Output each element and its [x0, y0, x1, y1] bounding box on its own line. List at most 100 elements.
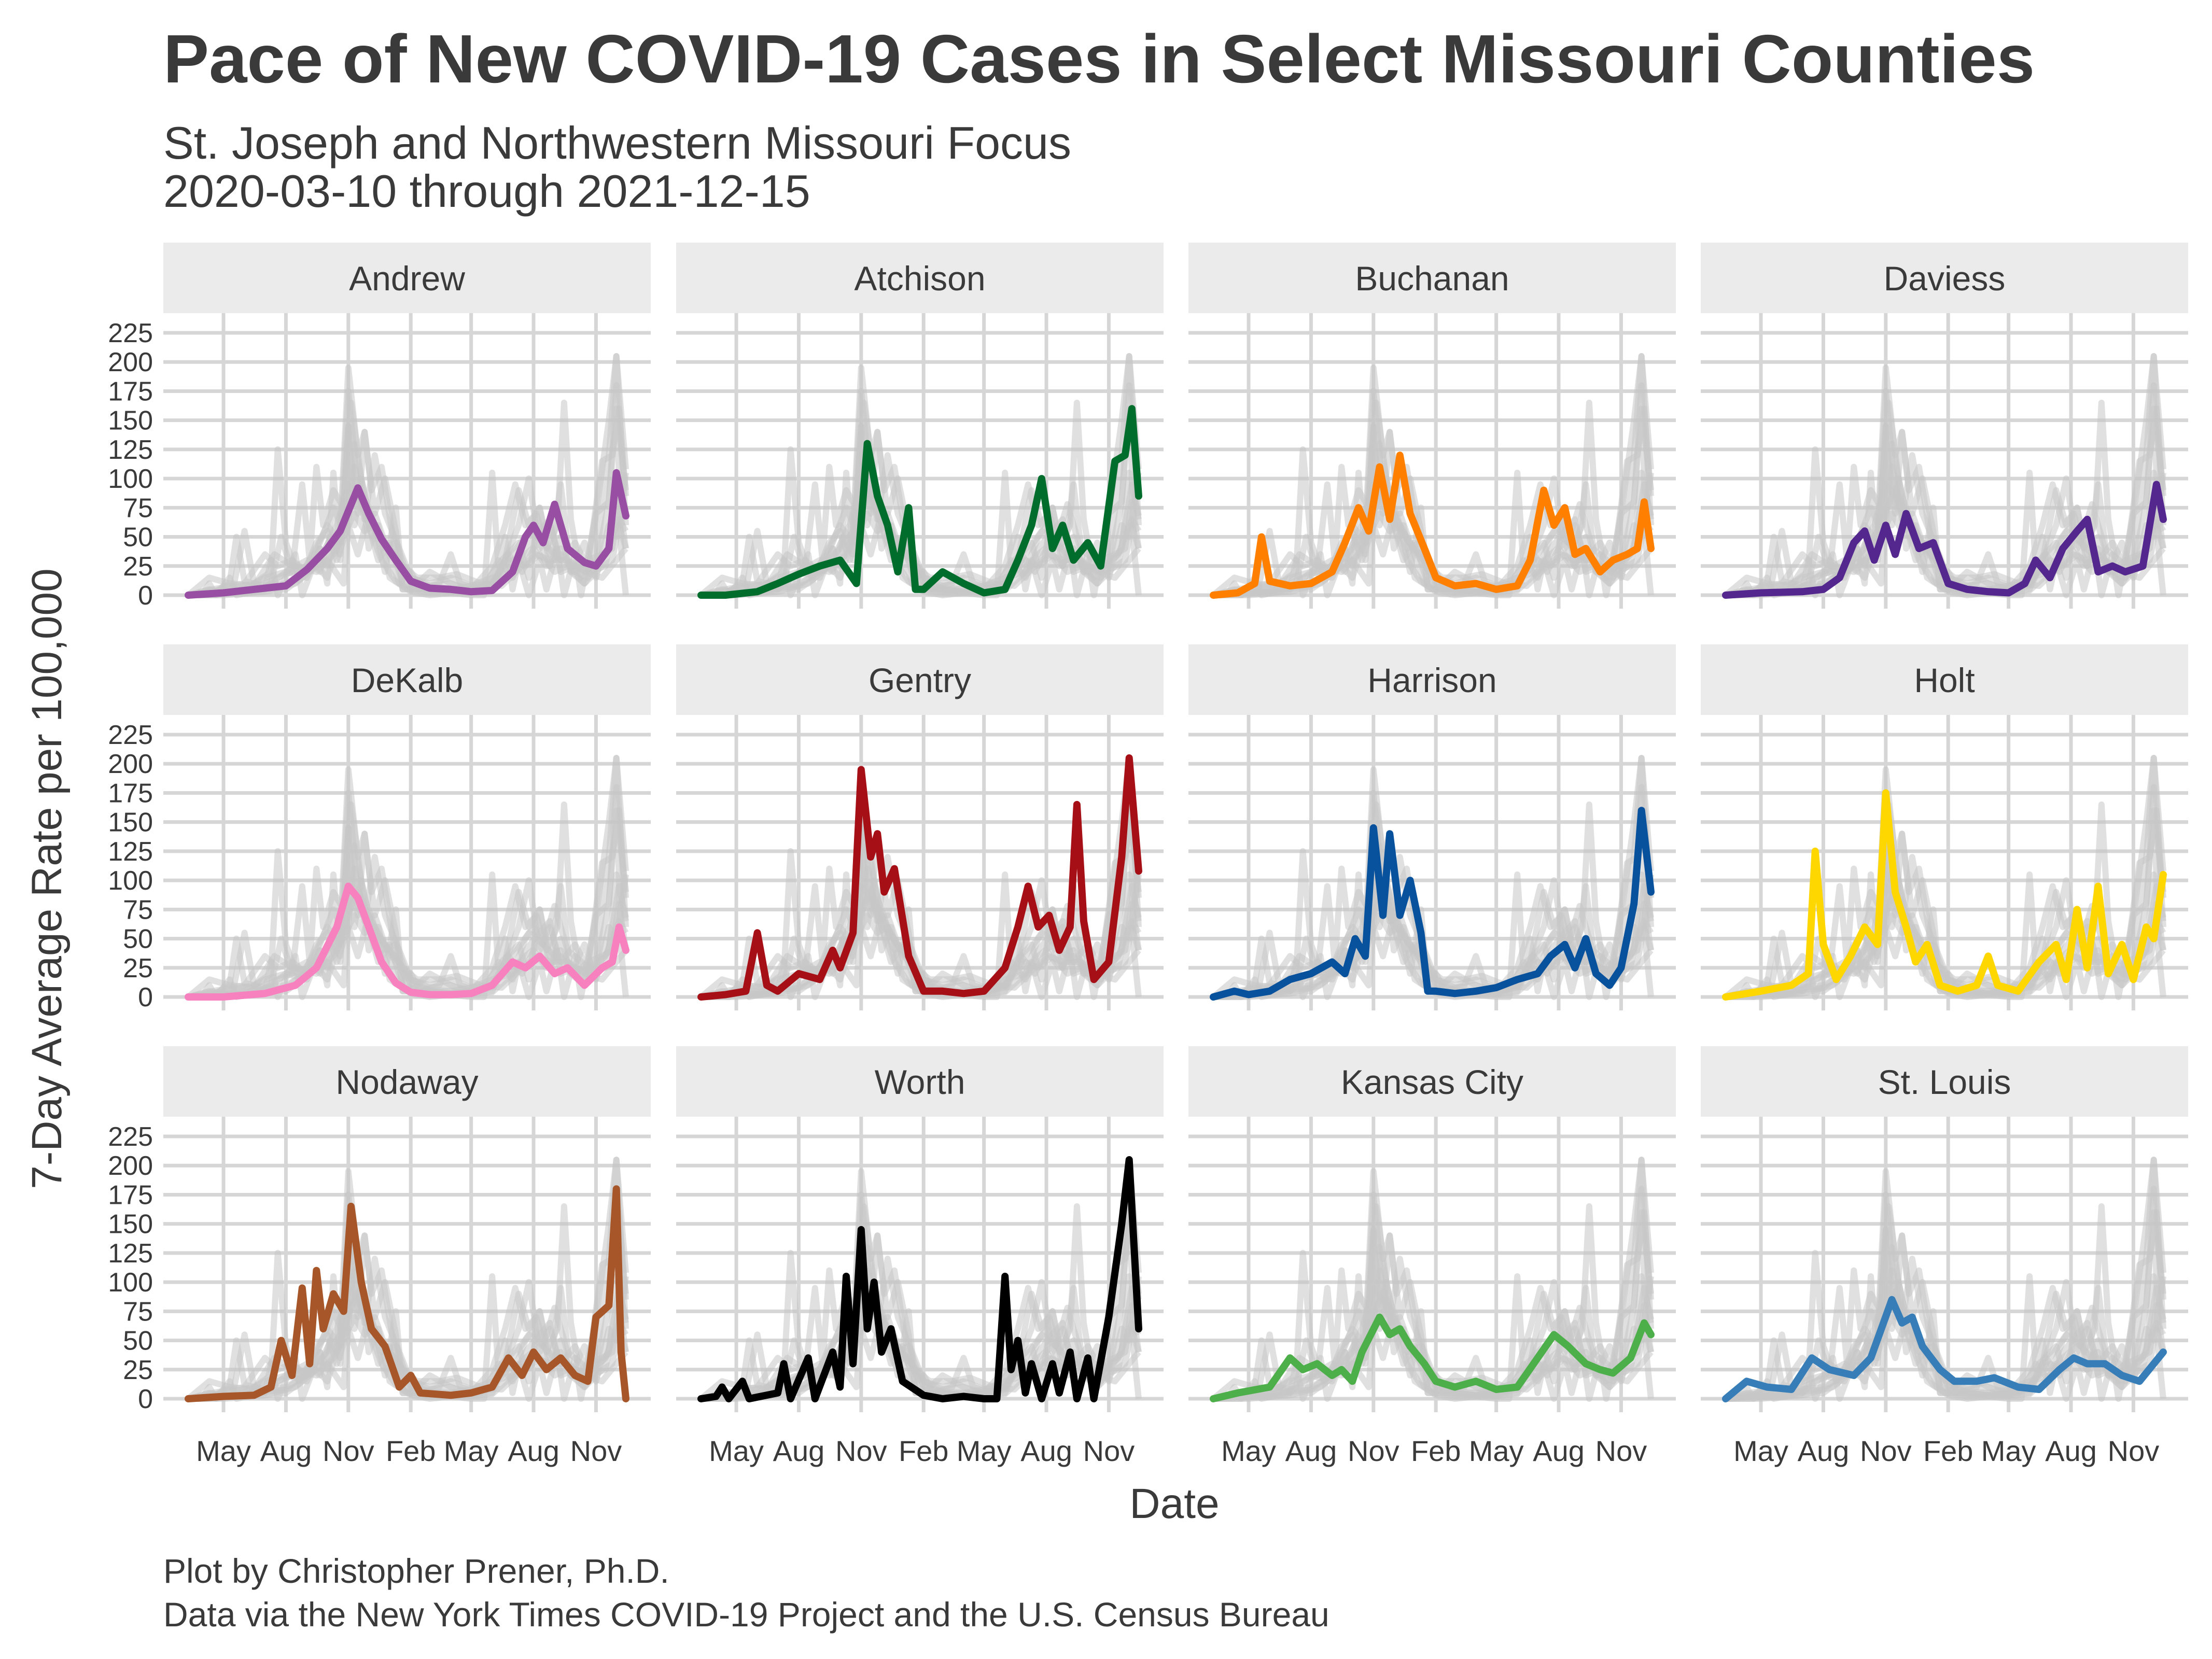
facet-strip-label: Andrew [349, 259, 465, 298]
y-tick-label: 225 [108, 1122, 153, 1152]
background-series-line [186, 493, 628, 598]
x-tick-label: Nov [323, 1435, 374, 1467]
y-tick-label: 150 [108, 406, 153, 436]
y-tick-label: 125 [108, 435, 153, 465]
y-axis-label: 7-Day Average Rate per 100,000 [23, 568, 71, 1189]
x-tick-label: May [957, 1435, 1012, 1467]
background-series-line [1725, 1186, 2166, 1402]
facet-strip [163, 243, 651, 313]
y-tick-label: 25 [123, 953, 153, 983]
y-tick-label: 75 [123, 895, 153, 925]
x-tick-label: Feb [386, 1435, 436, 1467]
x-tick-label: Aug [773, 1435, 825, 1467]
x-tick-label: May [709, 1435, 764, 1467]
facet-strip [676, 644, 1164, 715]
series-line [185, 1185, 629, 1402]
y-tick-label: 100 [108, 464, 153, 494]
x-tick-label: Feb [1411, 1435, 1461, 1467]
background-series-line [1725, 784, 2166, 1000]
background-series-line [1213, 382, 1654, 598]
x-tick-label: May [1733, 1435, 1788, 1467]
facet-strip-label: Daviess [1884, 259, 2006, 298]
facet-strip-label: Kansas City [1341, 1063, 1523, 1101]
y-tick-label: 50 [123, 523, 153, 553]
x-tick-label: Aug [2045, 1435, 2097, 1467]
x-tick-label: Nov [835, 1435, 887, 1467]
x-tick-label: May [444, 1435, 499, 1467]
facet-strip-label: Holt [1914, 661, 1975, 699]
facet-strip [1701, 243, 2188, 313]
facet-strip-label: St. Louis [1878, 1063, 2011, 1101]
facet-strip-label: Buchanan [1355, 259, 1509, 298]
series-line [1722, 789, 2167, 1001]
facet-strip-label: Gentry [869, 661, 971, 699]
y-tick-label: 50 [123, 924, 153, 954]
y-tick-label: 200 [108, 347, 153, 377]
y-tick-label: 150 [108, 808, 153, 838]
facet-strip-label: DeKalb [351, 661, 463, 699]
background-series-line [1213, 784, 1654, 1000]
x-tick-label: Aug [1533, 1435, 1585, 1467]
x-tick-label: Nov [570, 1435, 622, 1467]
y-tick-label: 200 [108, 749, 153, 779]
y-tick-label: 225 [108, 318, 153, 348]
facet-strip-label: Atchison [854, 259, 985, 298]
series-line [185, 882, 629, 1001]
facet-strip [1188, 1046, 1676, 1117]
facet-strip-label: Worth [875, 1063, 965, 1101]
x-axis-label: Date [1129, 1480, 1219, 1527]
x-tick-label: May [196, 1435, 251, 1467]
x-tick-label: Nov [1860, 1435, 1912, 1467]
y-tick-label: 175 [108, 778, 153, 808]
y-tick-label: 125 [108, 837, 153, 867]
background-series-line [699, 894, 1141, 1000]
y-tick-label: 0 [138, 982, 153, 1013]
series-line [1722, 1296, 2167, 1402]
series-line [185, 469, 629, 599]
x-tick-label: Feb [1923, 1435, 1973, 1467]
x-tick-label: Nov [1083, 1435, 1135, 1467]
facet-strip [1188, 243, 1676, 313]
series-line [697, 1156, 1142, 1402]
facet-panel: Buchanan [1188, 243, 1676, 609]
facet-strip [1188, 644, 1676, 715]
facet-strip-label: Harrison [1367, 661, 1496, 699]
x-tick-label: Nov [1348, 1435, 1399, 1467]
facet-strip-label: Nodaway [335, 1063, 478, 1101]
y-tick-label: 200 [108, 1151, 153, 1181]
series-line [1210, 807, 1655, 1001]
caption-source: Data via the New York Times COVID-19 Pro… [163, 1595, 1329, 1634]
series-line [1210, 1313, 1655, 1402]
background-series-line [1213, 1186, 1654, 1402]
caption-author: Plot by Christopher Prener, Ph.D. [163, 1552, 669, 1590]
x-tick-label: Nov [1595, 1435, 1647, 1467]
background-series-line [699, 1296, 1141, 1401]
facet-strip [1701, 1046, 2188, 1117]
y-tick-label: 100 [108, 1268, 153, 1298]
facet-panel: Holt [1701, 644, 2188, 1010]
x-tick-label: Aug [1798, 1435, 1850, 1467]
x-tick-label: May [1221, 1435, 1276, 1467]
chart-title: Pace of New COVID-19 Cases in Select Mis… [163, 21, 2035, 97]
series-line [697, 754, 1142, 1001]
y-tick-label: 25 [123, 552, 153, 582]
y-tick-label: 0 [138, 1384, 153, 1414]
chart-subtitle-line1: St. Joseph and Northwestern Missouri Foc… [163, 117, 1071, 168]
background-series-line [1724, 894, 2166, 1000]
facet-strip [676, 1046, 1164, 1117]
x-tick-label: Nov [2108, 1435, 2160, 1467]
y-tick-label: 175 [108, 1180, 153, 1210]
x-tick-label: Aug [508, 1435, 559, 1467]
y-tick-label: 50 [123, 1326, 153, 1356]
facet-panel: Gentry [676, 644, 1164, 1010]
facet-strip [1701, 644, 2188, 715]
x-tick-label: Feb [899, 1435, 949, 1467]
y-tick-label: 75 [123, 493, 153, 523]
